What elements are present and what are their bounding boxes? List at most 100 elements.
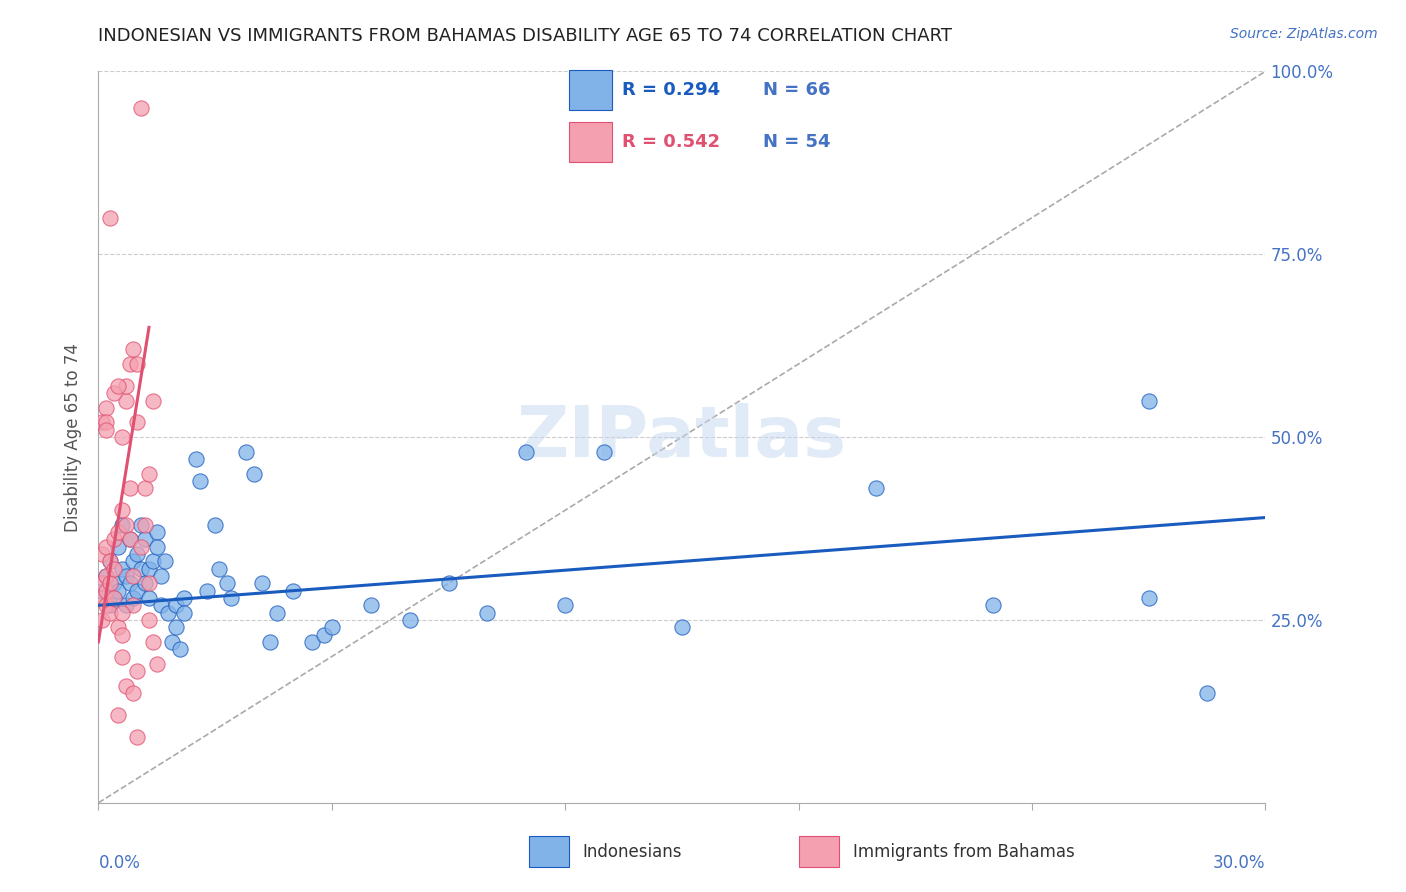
Point <box>146 525 169 540</box>
Point <box>477 606 499 620</box>
Point <box>96 569 118 583</box>
Point <box>96 583 118 598</box>
Point <box>281 583 304 598</box>
Point <box>103 533 125 547</box>
Point <box>91 613 114 627</box>
Point <box>122 554 145 568</box>
Text: R = 0.294: R = 0.294 <box>621 81 720 99</box>
Point <box>138 591 160 605</box>
Point <box>215 576 238 591</box>
Point <box>173 606 195 620</box>
Point <box>114 569 136 583</box>
Point <box>204 517 226 532</box>
Point <box>107 540 129 554</box>
Point <box>91 416 114 430</box>
Point <box>1137 393 1160 408</box>
Point <box>515 444 537 458</box>
Point <box>98 554 121 568</box>
Point <box>107 620 129 634</box>
Point <box>129 101 152 115</box>
Point <box>107 583 129 598</box>
Point <box>122 599 145 613</box>
Point <box>149 569 172 583</box>
Point <box>208 562 231 576</box>
Point <box>127 730 149 744</box>
Point <box>134 533 156 547</box>
Bar <box>799 837 839 867</box>
Text: INDONESIAN VS IMMIGRANTS FROM BAHAMAS DISABILITY AGE 65 TO 74 CORRELATION CHART: INDONESIAN VS IMMIGRANTS FROM BAHAMAS DI… <box>98 27 952 45</box>
Point <box>165 620 187 634</box>
Text: 0.0%: 0.0% <box>98 854 141 872</box>
Point <box>122 686 145 700</box>
Point <box>91 591 114 605</box>
Point <box>146 657 169 671</box>
Point <box>250 576 273 591</box>
Text: ZIPatlas: ZIPatlas <box>517 402 846 472</box>
Bar <box>569 70 612 110</box>
Point <box>149 599 172 613</box>
Point <box>153 554 176 568</box>
Point <box>142 393 165 408</box>
Point <box>138 576 160 591</box>
Point <box>111 430 134 444</box>
Point <box>114 393 136 408</box>
Text: Source: ZipAtlas.com: Source: ZipAtlas.com <box>1230 27 1378 41</box>
Point <box>103 562 125 576</box>
Point <box>360 599 382 613</box>
Point <box>146 540 169 554</box>
Point <box>91 583 114 598</box>
Point <box>111 503 134 517</box>
Point <box>98 606 121 620</box>
Point <box>321 620 343 634</box>
Point <box>122 591 145 605</box>
Point <box>122 343 145 357</box>
Point <box>111 517 134 532</box>
Point <box>118 481 141 495</box>
Point <box>129 517 152 532</box>
Point <box>259 635 281 649</box>
Point <box>157 606 180 620</box>
Point <box>127 357 149 371</box>
Bar <box>529 837 569 867</box>
Point <box>398 613 420 627</box>
Point <box>122 569 145 583</box>
Point <box>134 481 156 495</box>
Point <box>98 211 121 225</box>
Point <box>118 533 141 547</box>
Point <box>593 444 616 458</box>
Point <box>96 423 118 437</box>
Point <box>162 635 184 649</box>
Point <box>107 708 129 723</box>
Point <box>129 540 152 554</box>
Point <box>219 591 242 605</box>
Point <box>165 599 187 613</box>
Text: Immigrants from Bahamas: Immigrants from Bahamas <box>852 843 1074 861</box>
Point <box>173 591 195 605</box>
Text: Indonesians: Indonesians <box>582 843 682 861</box>
Point <box>138 467 160 481</box>
Point <box>138 613 160 627</box>
Point <box>134 576 156 591</box>
Point <box>91 576 114 591</box>
Bar <box>569 122 612 162</box>
Point <box>98 576 121 591</box>
Point <box>118 357 141 371</box>
Point <box>111 562 134 576</box>
Point <box>1137 591 1160 605</box>
Point <box>437 576 460 591</box>
Point <box>114 517 136 532</box>
Point <box>103 591 125 605</box>
Point <box>98 554 121 568</box>
Text: R = 0.542: R = 0.542 <box>621 133 720 151</box>
Point <box>107 379 129 393</box>
Point <box>188 474 211 488</box>
Point <box>142 635 165 649</box>
Text: N = 54: N = 54 <box>762 133 831 151</box>
Text: N = 66: N = 66 <box>762 81 831 99</box>
Point <box>103 591 125 605</box>
Point <box>235 444 257 458</box>
Point <box>111 606 134 620</box>
Point <box>312 627 335 641</box>
Point <box>1195 686 1218 700</box>
Point <box>169 642 191 657</box>
